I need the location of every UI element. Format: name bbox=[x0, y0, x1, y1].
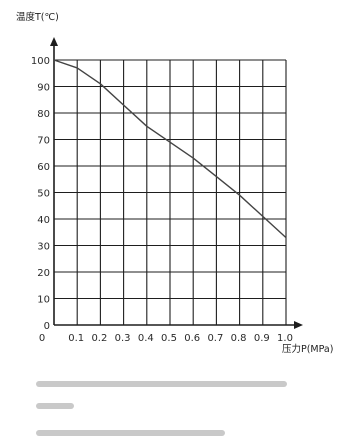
x-axis-title: 压力P(MPa) bbox=[282, 343, 333, 355]
x-tick-label: 1.0 bbox=[277, 333, 293, 344]
x-tick-labels: 0 0.1 0.2 0.3 0.4 0.5 0.6 0.7 0.8 0.9 1.0 bbox=[39, 333, 293, 344]
y-tick-label: 70 bbox=[37, 136, 50, 147]
x-tick-label: 0.6 bbox=[184, 333, 200, 344]
y-tick-label: 60 bbox=[37, 162, 50, 173]
x-tick-label: 0.3 bbox=[115, 333, 131, 344]
x-tick-label: 0.4 bbox=[138, 333, 154, 344]
x-tick-label: 0.9 bbox=[254, 333, 270, 344]
y-tick-label: 50 bbox=[37, 189, 50, 200]
y-axis-arrow bbox=[50, 37, 58, 46]
y-tick-label: 40 bbox=[37, 215, 50, 226]
caption-line-2 bbox=[36, 403, 74, 409]
y-tick-label: 10 bbox=[37, 295, 50, 306]
chart-grid bbox=[54, 59, 287, 325]
x-tick-label: 0.7 bbox=[207, 333, 223, 344]
y-tick-label: 100 bbox=[31, 56, 50, 67]
y-tick-label: 80 bbox=[37, 109, 50, 120]
caption-line-1 bbox=[36, 381, 287, 387]
data-series bbox=[53, 59, 287, 239]
y-tick-label: 30 bbox=[37, 242, 50, 253]
x-tick-label: 0 bbox=[39, 333, 45, 344]
y-tick-label: 90 bbox=[37, 83, 50, 94]
y-tick-label: 0 bbox=[44, 321, 50, 332]
series-line bbox=[53, 59, 287, 239]
y-tick-labels: 0 10 20 30 40 50 60 70 80 90 100 bbox=[31, 56, 50, 332]
x-tick-label: 0.5 bbox=[161, 333, 177, 344]
x-axis-arrow bbox=[294, 321, 303, 329]
caption-line-3 bbox=[36, 430, 225, 436]
y-axis-title: 温度T(℃) bbox=[16, 11, 59, 23]
chart-axes bbox=[50, 37, 303, 329]
x-tick-label: 0.8 bbox=[231, 333, 247, 344]
y-tick-label: 20 bbox=[37, 268, 50, 279]
x-tick-label: 0.2 bbox=[91, 333, 107, 344]
x-tick-label: 0.1 bbox=[68, 333, 84, 344]
